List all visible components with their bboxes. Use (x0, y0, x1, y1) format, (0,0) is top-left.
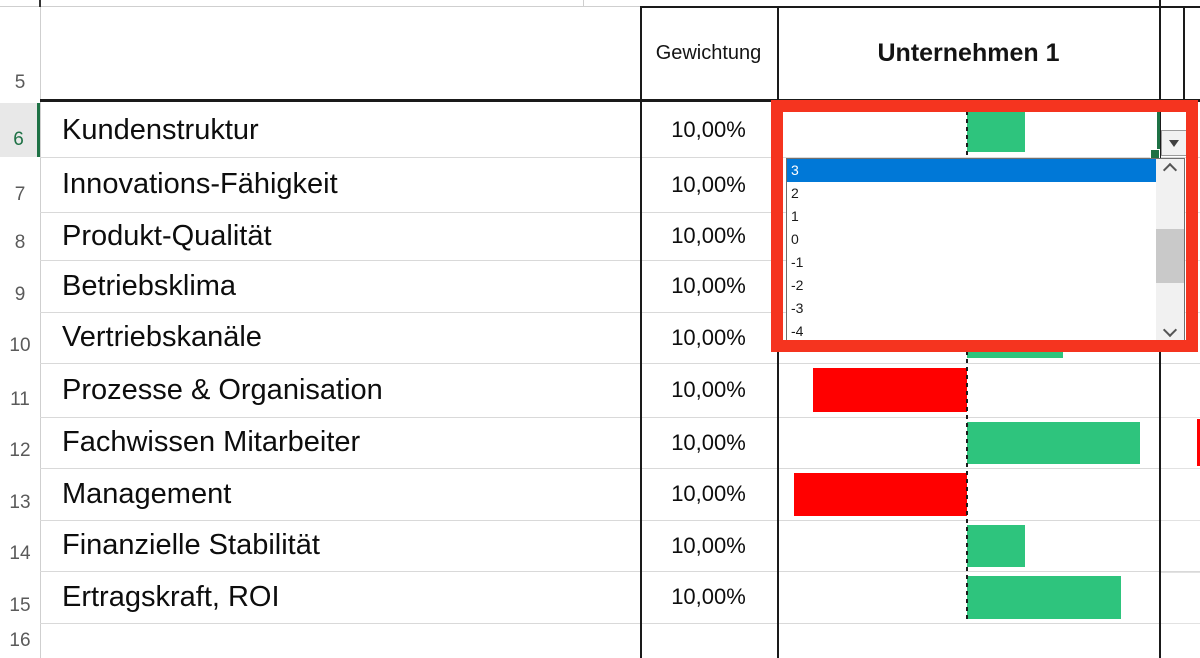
data-bar[interactable] (794, 473, 967, 516)
gridline (40, 157, 1200, 158)
weight-column-header[interactable]: Gewichtung (655, 41, 762, 64)
row-header-10[interactable]: 10 (0, 312, 40, 363)
row-number: 15 (9, 595, 31, 616)
gridline (40, 520, 1200, 521)
sheet-gridline (583, 0, 584, 6)
row-header-5[interactable]: 5 (0, 6, 40, 100)
gridline (40, 623, 1200, 624)
cell-weight[interactable]: 10,00% (671, 117, 746, 142)
scroll-up-button[interactable] (1156, 159, 1184, 181)
gridline (40, 312, 1200, 313)
cell-weight[interactable]: 10,00% (671, 584, 746, 609)
scroll-down-icon (1162, 322, 1178, 338)
column-border (777, 6, 779, 658)
row-header-15[interactable]: 15 (0, 571, 40, 623)
gridline (1160, 623, 1200, 624)
cell-weight[interactable]: 10,00% (671, 532, 746, 558)
dropdown-item[interactable]: -4 (791, 323, 804, 339)
gridline (1160, 468, 1200, 469)
selection-border (1157, 103, 1160, 157)
data-bar[interactable] (813, 368, 967, 412)
row-number: 12 (9, 440, 31, 461)
dropdown-arrow-icon (1169, 139, 1179, 147)
gridline (40, 417, 1200, 418)
cell-criterion[interactable]: Vertriebskanäle (62, 321, 262, 353)
dropdown-list: 3 2 1 0 -1 -2 -3 -4 (787, 159, 1156, 341)
data-bar[interactable] (967, 525, 1025, 567)
cell-weight[interactable]: 10,00% (671, 171, 746, 197)
header-bottom-border (40, 99, 1200, 102)
gridline (40, 363, 1200, 364)
gridline (1160, 572, 1200, 573)
data-bar[interactable] (967, 108, 1025, 152)
row-number: 16 (9, 630, 31, 651)
dropdown-item[interactable]: 1 (791, 208, 799, 224)
row-header-6-active[interactable]: 6 (0, 103, 40, 157)
dropdown-item[interactable]: 0 (791, 231, 799, 247)
row-header-13[interactable]: 13 (0, 468, 40, 520)
cell-weight[interactable]: 10,00% (671, 481, 746, 506)
gridline (40, 260, 1200, 261)
cell-weight[interactable]: 10,00% (671, 223, 746, 248)
cell-weight[interactable]: 10,00% (671, 429, 746, 455)
data-bar[interactable] (967, 576, 1121, 619)
cell-weight[interactable]: 10,00% (671, 324, 746, 350)
gridline (40, 212, 1200, 213)
row-header-divider-top (39, 0, 41, 7)
data-bar[interactable] (967, 422, 1140, 464)
adjacent-column-bar (1197, 419, 1200, 466)
row-number: 5 (14, 72, 26, 93)
data-bar-axis (966, 103, 968, 623)
gridline (40, 571, 1200, 572)
dropdown-scrollbar[interactable] (1156, 159, 1184, 341)
cell-criterion[interactable]: Innovations-Fähigkeit (62, 168, 338, 200)
cell-weight[interactable]: 10,00% (671, 273, 746, 298)
gridline (1160, 417, 1200, 418)
cell-weight[interactable]: 10,00% (671, 377, 746, 402)
row-number: 7 (14, 184, 26, 205)
sheet-gridline (0, 6, 642, 7)
cell-criterion[interactable]: Produkt-Qualität (62, 219, 272, 252)
row-header-12[interactable]: 12 (0, 417, 40, 468)
dropdown-item-selected[interactable]: 3 (787, 159, 1156, 182)
dropdown-item[interactable]: -1 (791, 254, 804, 270)
dropdown-item[interactable]: -3 (791, 300, 804, 316)
row-number: 11 (10, 389, 30, 410)
row-number: 9 (14, 284, 26, 305)
cell-criterion[interactable]: Management (62, 477, 232, 510)
row-header-8[interactable]: 8 (0, 212, 40, 260)
row-header-7[interactable]: 7 (0, 157, 40, 212)
gridline (1160, 520, 1200, 521)
table-border-top (640, 6, 1200, 8)
scrollbar-thumb[interactable] (1156, 229, 1184, 283)
scroll-down-button[interactable] (1156, 319, 1184, 341)
dropdown-item[interactable]: 2 (791, 185, 799, 201)
dropdown-popup: 3 2 1 0 -1 -2 -3 -4 (786, 158, 1185, 343)
dropdown-button[interactable] (1161, 130, 1187, 156)
row-number: 14 (9, 543, 31, 564)
row-header-16[interactable]: 16 (0, 623, 40, 658)
row-header-14[interactable]: 14 (0, 520, 40, 571)
row-header-9[interactable]: 9 (0, 260, 40, 312)
column-border (1183, 6, 1185, 100)
dropdown-item[interactable]: -2 (791, 277, 804, 293)
cell-criterion[interactable]: Fachwissen Mitarbeiter (62, 426, 361, 458)
row-number: 6 (13, 129, 24, 150)
cell-criterion[interactable]: Betriebsklima (62, 269, 237, 302)
row-number: 10 (9, 335, 31, 356)
row-header-divider (40, 0, 41, 658)
row-number: 13 (9, 492, 31, 513)
row-header-11[interactable]: 11 (0, 363, 40, 417)
cell-criterion[interactable]: Kundenstruktur (62, 113, 259, 146)
column-border (640, 6, 642, 658)
scroll-up-icon (1162, 162, 1178, 178)
company-column-header[interactable]: Unternehmen 1 (877, 38, 1060, 67)
cell-criterion[interactable]: Ertragskraft, ROI (62, 580, 280, 613)
row-number: 8 (14, 232, 26, 253)
cell-criterion[interactable]: Prozesse & Organisation (62, 373, 383, 406)
cell-criterion[interactable]: Finanzielle Stabilität (62, 529, 320, 561)
gridline (40, 468, 1200, 469)
